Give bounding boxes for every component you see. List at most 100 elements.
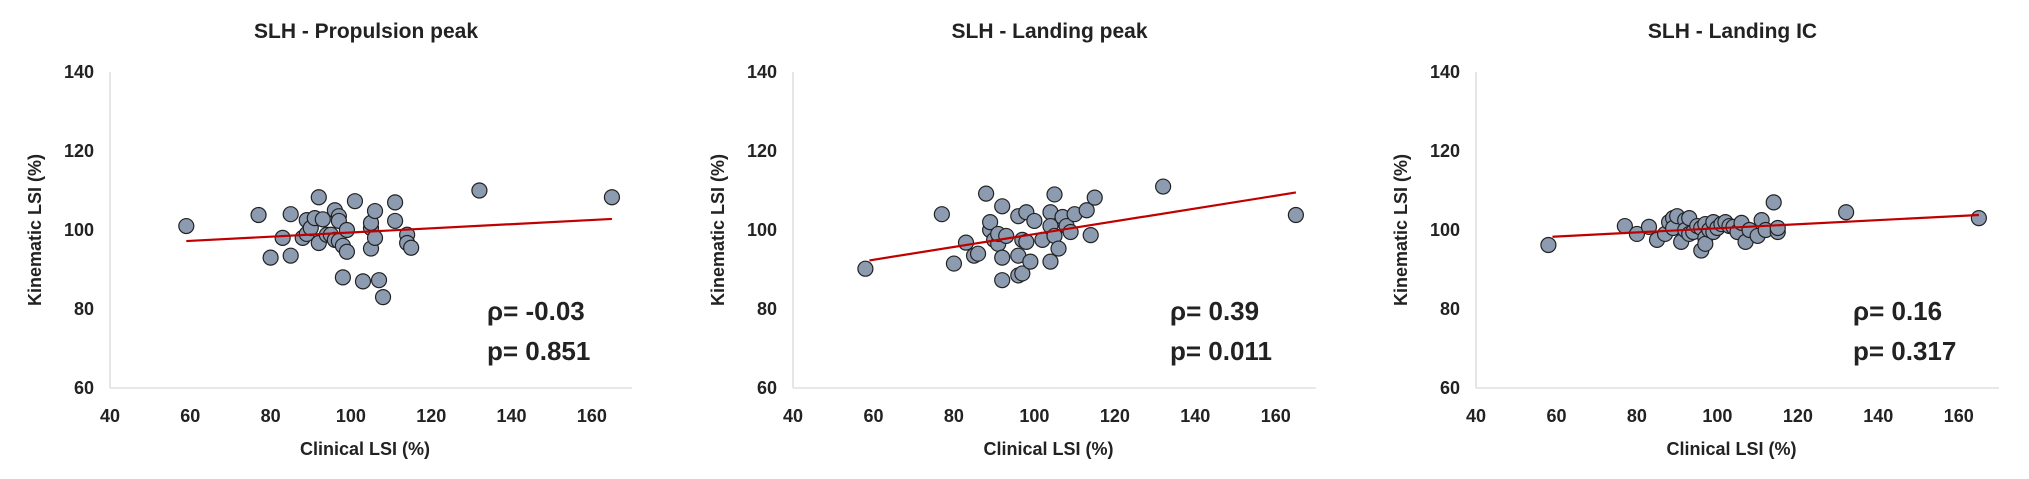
y-axis-label: Kinematic LSI (%) — [25, 154, 45, 306]
x-tick-label: 140 — [497, 406, 527, 426]
y-tick-label: 140 — [747, 62, 777, 82]
data-point — [1628, 225, 1646, 243]
p-value-annotation: p= 0.317 — [1853, 336, 1956, 366]
data-point — [334, 269, 351, 286]
x-tick-label: 100 — [1702, 406, 1732, 426]
data-point — [1078, 202, 1095, 219]
data-point — [994, 272, 1011, 289]
x-tick-label: 120 — [416, 406, 446, 426]
y-axis-label: Kinematic LSI (%) — [708, 154, 728, 306]
x-tick-label: 80 — [944, 406, 964, 426]
trend-line — [1552, 213, 1979, 238]
data-point — [366, 202, 384, 220]
x-tick-label: 160 — [1944, 406, 1974, 426]
rho-annotation: ρ= 0.39 — [1170, 296, 1259, 326]
data-point — [346, 193, 364, 210]
x-tick-label: 140 — [1180, 406, 1210, 426]
x-tick-label: 40 — [100, 406, 120, 426]
trend-line — [869, 191, 1297, 262]
y-tick-label: 60 — [74, 378, 94, 398]
data-point — [603, 189, 621, 206]
y-tick-label: 60 — [1440, 378, 1460, 398]
x-tick-label: 100 — [336, 406, 366, 426]
data-point — [1155, 178, 1172, 195]
y-tick-label: 120 — [64, 141, 94, 161]
data-point — [933, 206, 950, 223]
x-tick-label: 100 — [1019, 406, 1049, 426]
data-point — [274, 229, 291, 246]
x-tick-label: 140 — [1863, 406, 1893, 426]
x-axis-label: Clinical LSI (%) — [983, 439, 1113, 459]
x-tick-label: 120 — [1783, 406, 1813, 426]
data-point — [262, 249, 279, 266]
x-tick-label: 60 — [863, 406, 883, 426]
data-point — [370, 272, 388, 289]
data-point — [386, 194, 404, 211]
chart-panel-3: SLH - Landing IC 60 80 100 120 140 40 60 80 100 12… — [1391, 20, 1999, 459]
chart-title: SLH - Propulsion peak — [254, 20, 478, 43]
data-point — [994, 198, 1011, 215]
data-point — [354, 273, 372, 290]
y-tick-label: 100 — [747, 220, 777, 240]
data-point — [1765, 194, 1782, 211]
y-tick-label: 120 — [1430, 141, 1460, 161]
data-point — [282, 206, 299, 223]
x-tick-label: 40 — [1466, 406, 1486, 426]
data-point — [374, 289, 392, 306]
y-tick-label: 60 — [757, 378, 777, 398]
data-point — [945, 255, 963, 272]
data-point — [1082, 227, 1099, 244]
x-tick-label: 160 — [577, 406, 607, 426]
trend-line — [186, 217, 612, 243]
x-axis-label: Clinical LSI (%) — [300, 439, 430, 459]
y-tick-label: 120 — [747, 141, 777, 161]
data-point — [982, 214, 999, 231]
data-point — [282, 247, 299, 264]
data-point — [250, 206, 267, 224]
data-point — [1769, 219, 1786, 237]
data-point — [178, 217, 195, 235]
data-point — [403, 239, 420, 256]
data-point — [1970, 210, 1987, 227]
data-point — [1014, 265, 1031, 282]
x-axis-label: Clinical LSI (%) — [1666, 439, 1796, 459]
data-point — [978, 185, 995, 202]
y-tick-label: 80 — [1440, 299, 1460, 319]
y-tick-label: 100 — [64, 220, 94, 240]
y-tick-label: 140 — [1430, 62, 1460, 82]
data-point — [1050, 240, 1067, 257]
data-point — [857, 260, 874, 277]
data-point — [314, 211, 331, 228]
p-value-annotation: p= 0.851 — [487, 336, 590, 366]
data-point — [366, 229, 384, 246]
x-tick-label: 80 — [1627, 406, 1647, 426]
data-point — [957, 234, 975, 251]
rho-annotation: ρ= 0.16 — [1853, 296, 1942, 326]
y-tick-label: 140 — [64, 62, 94, 82]
chart-panel-1: SLH - Propulsion peak 60 80 100 120 140 40 60 80… — [25, 20, 632, 459]
chart-title: SLH - Landing peak — [951, 20, 1147, 43]
x-tick-label: 60 — [1546, 406, 1566, 426]
data-point — [338, 221, 356, 239]
data-point — [1540, 236, 1557, 254]
y-tick-label: 80 — [757, 299, 777, 319]
data-point — [998, 227, 1015, 245]
data-point — [969, 245, 987, 262]
data-point — [386, 212, 404, 230]
data-point — [1022, 253, 1039, 270]
y-tick-label: 100 — [1430, 220, 1460, 240]
p-value-annotation: p= 0.011 — [1170, 336, 1272, 366]
data-point — [1086, 189, 1103, 206]
data-point — [1042, 253, 1059, 270]
data-point — [994, 249, 1011, 266]
x-tick-label: 120 — [1100, 406, 1130, 426]
y-axis-label: Kinematic LSI (%) — [1391, 154, 1411, 306]
x-tick-label: 80 — [261, 406, 281, 426]
x-tick-label: 160 — [1261, 406, 1291, 426]
x-tick-label: 60 — [180, 406, 200, 426]
chart-panel-2: SLH - Landing peak 60 80 100 120 140 40 60 80 100… — [708, 20, 1316, 459]
rho-annotation: ρ= -0.03 — [487, 296, 585, 326]
chart-title: SLH - Landing IC — [1648, 20, 1817, 43]
data-point — [1026, 212, 1043, 230]
data-point — [1287, 206, 1304, 224]
